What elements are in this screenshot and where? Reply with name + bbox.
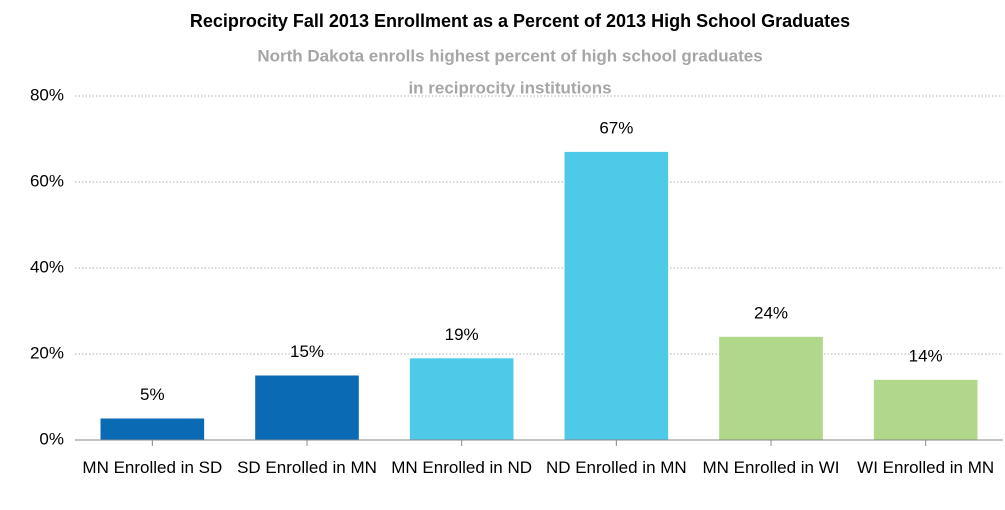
x-tick-label: MN Enrolled in WI	[702, 458, 840, 477]
data-label: 24%	[754, 303, 788, 322]
bar	[873, 379, 978, 440]
chart-subtitle: in reciprocity institutions	[408, 78, 611, 97]
x-tick-label: SD Enrolled in MN	[237, 458, 377, 477]
x-tick-label: ND Enrolled in MN	[545, 458, 687, 477]
y-tick-label: 0%	[39, 429, 64, 448]
chart-title: Reciprocity Fall 2013 Enrollment as a Pe…	[190, 11, 850, 31]
x-tick-label: MN Enrolled in SD	[82, 458, 223, 477]
y-tick-label: 20%	[30, 343, 64, 362]
data-label: 5%	[140, 385, 165, 404]
y-tick-label: 80%	[30, 85, 64, 104]
y-tick-label: 60%	[30, 171, 64, 190]
bar	[255, 375, 359, 440]
bar	[719, 336, 823, 440]
data-label: 14%	[909, 346, 943, 365]
data-label: 19%	[445, 325, 479, 344]
bar	[564, 151, 669, 440]
bar	[100, 418, 205, 440]
y-tick-label: 40%	[30, 257, 64, 276]
data-label: 67%	[599, 118, 633, 137]
x-tick-label: WI Enrolled in MN	[857, 458, 995, 477]
x-tick-label: MN Enrolled in ND	[391, 458, 533, 477]
bar	[409, 358, 514, 440]
data-label: 15%	[290, 342, 324, 361]
chart-subtitle: North Dakota enrolls highest percent of …	[257, 46, 762, 65]
